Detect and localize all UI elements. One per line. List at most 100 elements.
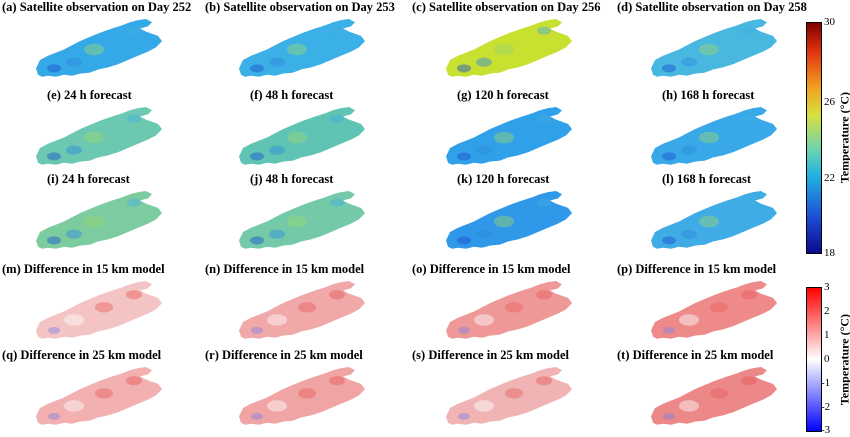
lake-texture — [662, 64, 676, 73]
panel-title: (b) Satellite observation on Day 253 — [205, 0, 395, 14]
panel-title: (a) Satellite observation on Day 252 — [2, 0, 192, 14]
lake-texture — [699, 215, 719, 228]
lake-surface — [446, 107, 572, 165]
lake-texture — [250, 236, 264, 245]
lake-texture — [741, 290, 757, 300]
lake-map — [239, 281, 365, 339]
lake-texture — [330, 26, 344, 35]
lake-texture — [330, 114, 344, 123]
panel-title: (g) 120 h forecast — [457, 88, 549, 102]
lake-texture — [742, 114, 756, 123]
lake-texture — [250, 64, 264, 73]
lake-texture — [330, 198, 344, 207]
lake-surface — [36, 107, 162, 165]
diff-tick-1: 1 — [824, 329, 830, 341]
lake-surface — [36, 281, 162, 339]
lake-texture — [457, 236, 471, 245]
lake-texture — [329, 376, 345, 386]
lake-texture — [66, 57, 82, 67]
lake-texture — [329, 290, 345, 300]
panel-title: (o) Difference in 15 km model — [412, 262, 571, 276]
lake-texture — [536, 290, 552, 300]
lake-texture — [537, 198, 551, 207]
lake-texture — [681, 145, 697, 155]
lake-texture — [287, 131, 307, 144]
lake-texture — [494, 215, 514, 228]
panel-title: (r) Difference in 25 km model — [205, 348, 363, 362]
lake-surface — [651, 367, 777, 425]
lake-texture — [679, 400, 699, 412]
panel-title: (j) 48 h forecast — [250, 172, 334, 186]
lake-map — [446, 19, 572, 77]
lake-texture — [476, 57, 492, 67]
lake-texture — [476, 145, 492, 155]
lake-surface — [36, 19, 162, 77]
lake-texture — [267, 400, 287, 412]
lake-surface — [239, 191, 365, 249]
lake-texture — [66, 229, 82, 239]
diff-tick-minus-2: -2 — [821, 401, 831, 413]
lake-texture — [457, 152, 471, 161]
lake-texture — [95, 388, 113, 399]
temperature-colorbar — [806, 22, 822, 254]
lake-texture — [710, 388, 728, 399]
panel-title: (c) Satellite observation on Day 256 — [412, 0, 601, 14]
temp-tick-30: 30 — [824, 16, 835, 28]
lake-map — [651, 191, 777, 249]
lake-texture — [662, 236, 676, 245]
lake-texture — [48, 326, 60, 334]
lake-surface — [36, 367, 162, 425]
lake-surface — [446, 367, 572, 425]
lake-texture — [710, 302, 728, 313]
lake-surface — [446, 191, 572, 249]
lake-map — [36, 107, 162, 165]
lake-map — [446, 191, 572, 249]
panel-title: (m) Difference in 15 km model — [2, 262, 165, 276]
lake-map — [651, 107, 777, 165]
diff-tick-3: 3 — [824, 281, 830, 293]
lake-texture — [267, 314, 287, 326]
panel-title: (p) Difference in 15 km model — [617, 262, 777, 276]
lake-map — [239, 19, 365, 77]
lake-map — [651, 281, 777, 339]
lake-texture — [458, 412, 470, 420]
lake-texture — [84, 215, 104, 228]
lake-texture — [287, 215, 307, 228]
lake-texture — [250, 152, 264, 161]
lake-surface — [239, 367, 365, 425]
lake-texture — [84, 131, 104, 144]
lake-surface — [239, 107, 365, 165]
lake-surface — [239, 281, 365, 339]
temp-tick-26: 26 — [824, 96, 835, 108]
lake-texture — [127, 114, 141, 123]
lake-map — [239, 191, 365, 249]
panel-title: (e) 24 h forecast — [47, 88, 132, 102]
lake-map — [239, 107, 365, 165]
lake-texture — [64, 400, 84, 412]
difference-colorbar-label: Temperature (°C) — [837, 313, 850, 406]
lake-texture — [251, 326, 263, 334]
lake-surface — [446, 281, 572, 339]
lake-texture — [681, 229, 697, 239]
lake-texture — [269, 229, 285, 239]
lake-texture — [663, 326, 675, 334]
diff-tick-0: 0 — [824, 353, 830, 365]
temp-tick-22: 22 — [824, 172, 835, 184]
lake-texture — [47, 64, 61, 73]
lake-texture — [662, 152, 676, 161]
lake-texture — [126, 376, 142, 386]
temp-tick-18: 18 — [824, 247, 835, 259]
lake-texture — [663, 412, 675, 420]
panel-title: (i) 24 h forecast — [47, 172, 130, 186]
lake-texture — [505, 302, 523, 313]
panel-title: (l) 168 h forecast — [662, 172, 751, 186]
lake-texture — [47, 236, 61, 245]
lake-texture — [127, 198, 141, 207]
lake-texture — [679, 314, 699, 326]
diff-tick-2: 2 — [824, 305, 830, 317]
lake-texture — [298, 302, 316, 313]
lake-texture — [742, 26, 756, 35]
lake-texture — [126, 290, 142, 300]
diff-tick-minus-3: -3 — [821, 424, 831, 436]
